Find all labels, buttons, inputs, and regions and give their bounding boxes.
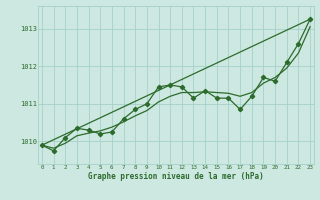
X-axis label: Graphe pression niveau de la mer (hPa): Graphe pression niveau de la mer (hPa) — [88, 172, 264, 181]
